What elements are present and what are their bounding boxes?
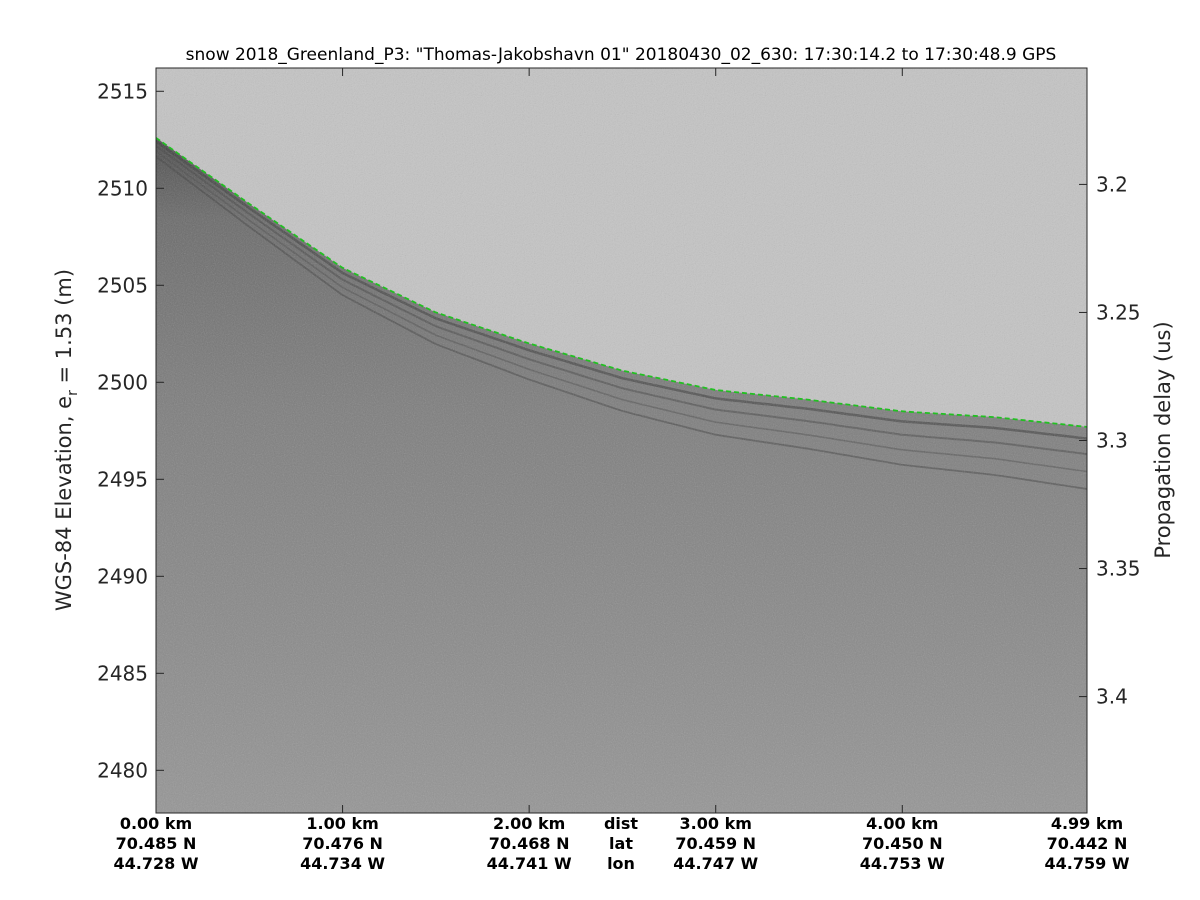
x-tick-lat-label: 70.485 N [116,834,197,853]
y2-tick-label: 3.3 [1096,429,1128,453]
x-tick-dist-label: 4.00 km [866,814,938,833]
x-tick-lat-label: 70.450 N [862,834,943,853]
x-tick-lon-label: 44.753 W [860,854,945,873]
y-tick-label: 2505 [97,273,148,297]
x-tick-dist-label: 3.00 km [680,814,752,833]
right-y-axis-label: Propagation delay (us) [1151,321,1175,558]
y2-tick-label: 3.2 [1096,172,1128,196]
y-tick-label: 2500 [97,370,148,394]
left-y-axis-label: WGS-84 Elevation, er = 1.53 (m) [52,269,81,611]
lon-row-label: lon [607,854,635,873]
plot-area [156,68,1087,813]
x-tick-lon-label: 44.728 W [114,854,199,873]
dist-row-label: dist [604,814,638,833]
chart-title: snow 2018_Greenland_P3: "Thomas-Jakobsha… [186,45,1057,65]
y-tick-label: 2515 [97,79,148,103]
x-tick-lat-label: 70.442 N [1047,834,1128,853]
x-tick-lon-label: 44.759 W [1045,854,1130,873]
y2-tick-label: 3.25 [1096,300,1141,324]
x-tick-lat-label: 70.468 N [489,834,570,853]
y-tick-label: 2480 [97,758,148,782]
y-tick-label: 2510 [97,176,148,200]
x-tick-dist-label: 2.00 km [493,814,565,833]
x-tick-dist-label: 1.00 km [306,814,378,833]
x-tick-dist-label: 4.99 km [1051,814,1123,833]
lat-row-label: lat [609,834,633,853]
speckle-noise [156,68,1087,813]
x-tick-lon-label: 44.734 W [300,854,385,873]
y-tick-label: 2485 [97,661,148,685]
left-y-axis: 2480 2485 2490 2495 2500 2505 2510 2515 [97,79,164,782]
y2-tick-label: 3.4 [1096,685,1128,709]
x-tick-lat-label: 70.459 N [675,834,756,853]
right-y-axis: 3.2 3.25 3.3 3.35 3.4 [1079,172,1141,709]
y-tick-label: 2495 [97,467,148,491]
y-tick-label: 2490 [97,564,148,588]
x-tick-lon-label: 44.747 W [673,854,758,873]
y2-tick-label: 3.35 [1096,557,1141,581]
x-tick-lat-label: 70.476 N [302,834,383,853]
x-tick-lon-label: 44.741 W [487,854,572,873]
x-tick-dist-label: 0.00 km [120,814,192,833]
